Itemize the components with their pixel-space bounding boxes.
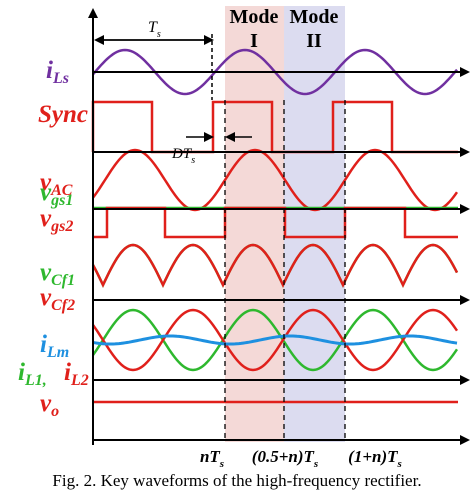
period-label-main: T xyxy=(148,19,158,36)
signal-label: vo xyxy=(40,390,59,420)
sync-wave xyxy=(91,100,458,154)
duty-label-sub: s xyxy=(191,155,195,166)
signal-label: iL2 xyxy=(64,359,89,389)
mode-label: Mode xyxy=(290,6,339,28)
time-label-main: nT xyxy=(200,447,220,466)
caption: Fig. 2. Key waveforms of the high-freque… xyxy=(52,471,421,490)
signal-label-sub: Cf2 xyxy=(51,297,75,314)
time-label-main: (1+n)T xyxy=(348,447,398,466)
signal-label: vAC xyxy=(40,169,73,199)
signal-label-main: i xyxy=(18,359,25,386)
signal-label-sub: Lm xyxy=(46,344,69,361)
signal-label: vgs2 xyxy=(40,205,73,235)
signal-label-sub: AC xyxy=(50,182,73,199)
signal-label-sub: gs2 xyxy=(50,218,73,235)
mode-label: II xyxy=(306,30,322,52)
signal-label-main: v xyxy=(40,205,52,232)
time-label-sub: s xyxy=(397,458,402,470)
signal-label-main: v xyxy=(40,390,52,417)
duty-label-main: DT xyxy=(171,146,193,162)
signal-label-main: v xyxy=(40,284,52,311)
time-label-sub: s xyxy=(313,458,318,470)
signal-label-sub: Ls xyxy=(52,70,69,87)
signal-label: iLm xyxy=(40,331,69,361)
v-ac-wave xyxy=(92,148,459,212)
signal-label: vgs1 xyxy=(40,179,73,209)
signal-label-main: v xyxy=(40,179,52,206)
time-label: (1+n)Ts xyxy=(348,447,402,470)
duty-label: DTs xyxy=(171,146,195,166)
v-cf2-wave xyxy=(91,243,459,288)
signal-label-sub: o xyxy=(51,403,59,420)
time-label-main: (0.5+n)T xyxy=(252,447,315,466)
time-label-sub: s xyxy=(219,458,224,470)
signal-label-sub: L1, xyxy=(24,372,47,389)
signal-label-main: i xyxy=(64,359,71,386)
period-label: Ts xyxy=(148,19,161,40)
time-label: nTs xyxy=(200,447,224,470)
i-lm-wave xyxy=(92,334,458,346)
signal-label: iL1, xyxy=(18,359,47,389)
signal-label-sub: Cf1 xyxy=(51,272,75,289)
signal-label: vCf1 xyxy=(40,259,75,289)
signal-label-sub: L2 xyxy=(70,372,89,389)
i-l2-wave xyxy=(91,308,459,372)
signal-label-main: i xyxy=(40,331,47,358)
signal-label: iLs xyxy=(46,57,69,87)
signal-label: Sync xyxy=(38,101,88,128)
time-markers xyxy=(224,100,346,442)
signal-label-main: v xyxy=(40,169,52,196)
mode-label: I xyxy=(250,30,258,52)
mode-label: Mode xyxy=(230,6,279,28)
signal-label-sub: gs1 xyxy=(50,192,73,209)
time-label: (0.5+n)Ts xyxy=(252,447,318,470)
signal-label-main: i xyxy=(46,57,53,84)
waveforms xyxy=(91,48,459,404)
axes xyxy=(88,8,470,445)
signal-label: vCf2 xyxy=(40,284,75,314)
period-label-sub: s xyxy=(157,29,161,40)
signal-label-main: v xyxy=(40,259,52,286)
signal-label-main: Sync xyxy=(38,101,88,128)
annotation-arrows xyxy=(94,34,252,142)
i-l1-wave xyxy=(91,308,459,372)
